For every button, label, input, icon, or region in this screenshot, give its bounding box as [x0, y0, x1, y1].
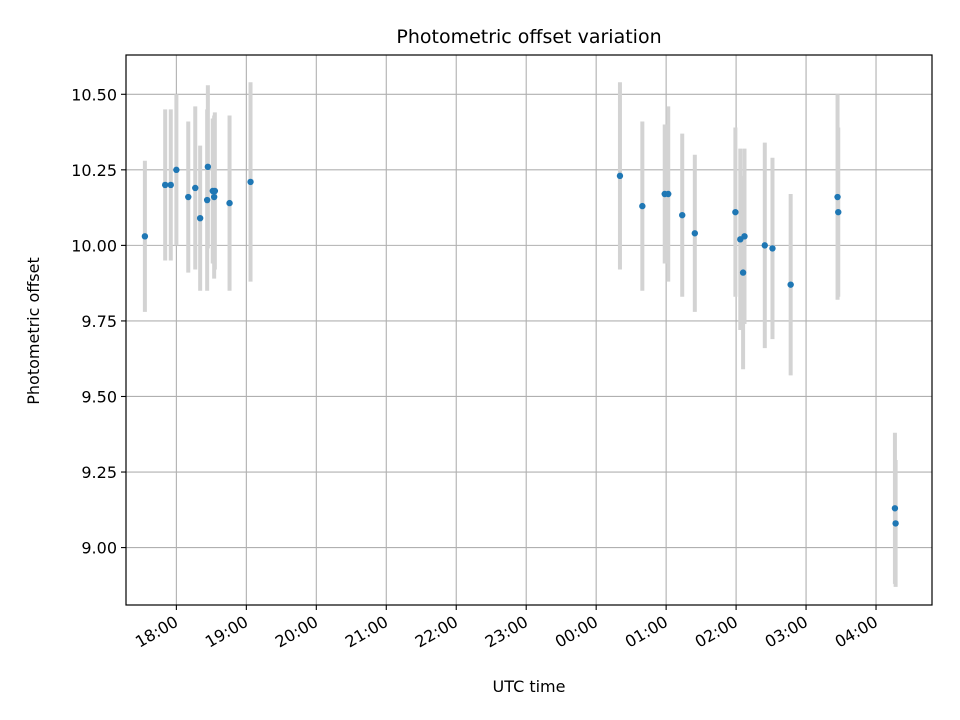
data-point	[167, 181, 174, 189]
y-tick-label: 9.00	[81, 539, 117, 558]
data-point	[761, 242, 768, 249]
y-tick-label: 10.25	[71, 161, 117, 180]
data-point	[616, 172, 624, 180]
plot-frame	[125, 54, 933, 606]
y-tick-label: 10.50	[71, 85, 117, 104]
data-point	[892, 520, 899, 527]
x-tick-label: 01:00	[622, 612, 671, 652]
data-point	[203, 196, 211, 204]
grid-lines	[126, 55, 932, 605]
data-point	[787, 281, 794, 288]
data-point	[210, 193, 218, 201]
data-point	[665, 190, 672, 198]
x-tick-label: 00:00	[552, 612, 601, 652]
y-axis-title: Photometric offset	[24, 257, 43, 405]
y-tick-label: 9.50	[81, 387, 117, 406]
x-axis-title: UTC time	[493, 677, 566, 696]
data-point	[835, 208, 842, 216]
x-tick-label: 22:00	[412, 612, 461, 652]
data-point	[192, 184, 199, 192]
chart-title: Photometric offset variation	[396, 26, 661, 48]
data-point	[732, 208, 739, 216]
data-point	[739, 269, 747, 276]
data-point	[185, 193, 192, 201]
data-point	[639, 202, 646, 210]
data-point	[769, 245, 776, 252]
data-points	[141, 163, 899, 527]
x-axis-ticks: 18:00 19:00 20:00 21:00 22:00 23:00 00:00 01:00…	[132, 605, 881, 652]
x-tick-label: 03:00	[762, 612, 811, 652]
data-point	[891, 505, 899, 512]
data-point	[196, 214, 204, 222]
x-tick-label: 02:00	[692, 612, 741, 652]
y-tick-label: 9.75	[81, 312, 117, 331]
data-point	[247, 178, 254, 186]
data-point	[204, 163, 212, 171]
data-point	[141, 233, 149, 240]
x-tick-label: 21:00	[342, 612, 391, 652]
data-point	[691, 230, 699, 237]
y-tick-label: 10.00	[71, 236, 117, 255]
data-point	[211, 187, 219, 195]
x-tick-label: 04:00	[832, 612, 881, 652]
data-point	[834, 193, 841, 201]
y-tick-label: 9.25	[81, 463, 117, 482]
x-tick-label: 20:00	[272, 612, 321, 652]
error-bars	[142, 82, 898, 587]
data-point	[679, 211, 686, 219]
x-tick-label: 18:00	[132, 612, 181, 652]
data-point	[741, 233, 748, 240]
y-axis-ticks: 9.00 9.25 9.50 9.75 10.00 10.25 10.50	[71, 85, 126, 558]
data-point	[226, 199, 233, 207]
data-point	[173, 166, 180, 174]
x-tick-label: 23:00	[482, 612, 531, 652]
x-tick-label: 19:00	[202, 612, 251, 652]
data-point	[161, 181, 169, 189]
